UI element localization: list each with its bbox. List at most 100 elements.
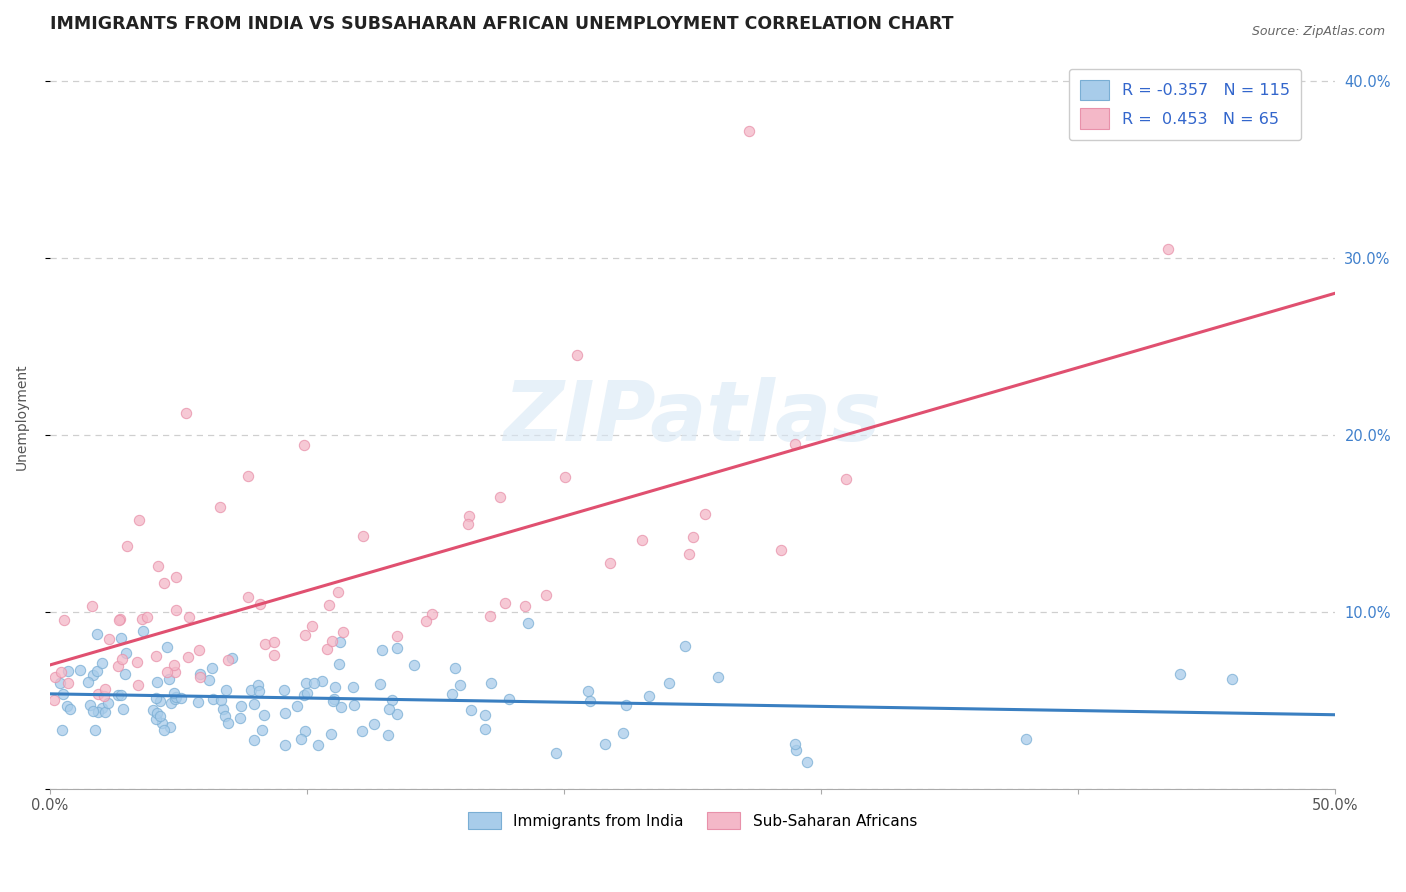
Point: [165, 690, 187, 704]
Point: [197, 673, 219, 687]
Text: ZIPatlas: ZIPatlas: [503, 376, 882, 458]
Point: [142, 703, 165, 717]
Point: [56, 698, 79, 713]
Point: [98, 632, 121, 646]
Point: [263, 648, 285, 662]
Point: [82, 668, 104, 682]
Point: [693, 508, 716, 522]
Point: [59, 702, 82, 716]
Point: [52, 687, 75, 701]
Point: [111, 652, 134, 666]
Point: [94, 682, 117, 697]
Point: [86, 627, 108, 641]
Point: [378, 702, 401, 716]
Point: [249, 597, 271, 611]
Point: [273, 738, 295, 752]
Point: [460, 702, 482, 716]
Point: [127, 678, 149, 692]
Point: [402, 657, 425, 672]
Point: [86, 687, 108, 701]
Point: [110, 631, 132, 645]
Point: [174, 406, 197, 420]
Point: [294, 724, 316, 739]
Point: [474, 722, 496, 736]
Point: [316, 641, 339, 656]
Point: [44, 670, 66, 684]
Point: [350, 724, 373, 739]
Point: [457, 516, 479, 531]
Point: [783, 436, 806, 450]
Point: [253, 637, 276, 651]
Point: [318, 598, 340, 612]
Point: [201, 691, 224, 706]
Point: [322, 694, 344, 708]
Point: [321, 634, 343, 648]
Point: [513, 599, 536, 614]
Point: [326, 584, 349, 599]
Point: [352, 529, 374, 543]
Point: [240, 683, 263, 698]
Point: [243, 732, 266, 747]
Point: [599, 556, 621, 570]
Point: [325, 680, 347, 694]
Point: [328, 657, 350, 671]
Point: [273, 683, 295, 698]
Point: [209, 500, 232, 514]
Point: [263, 635, 285, 649]
Point: [153, 575, 176, 590]
Point: [301, 619, 323, 633]
Point: [242, 698, 264, 712]
Point: [343, 698, 366, 712]
Point: [217, 653, 239, 667]
Point: [252, 723, 274, 737]
Point: [107, 658, 129, 673]
Point: [115, 540, 138, 554]
Point: [441, 688, 464, 702]
Point: [706, 670, 728, 684]
Point: [1170, 666, 1192, 681]
Point: [156, 640, 179, 655]
Point: [163, 665, 186, 680]
Text: IMMIGRANTS FROM INDIA VS SUBSAHARAN AFRICAN UNEMPLOYMENT CORRELATION CHART: IMMIGRANTS FROM INDIA VS SUBSAHARAN AFRI…: [49, 15, 953, 33]
Point: [131, 611, 153, 625]
Point: [363, 716, 385, 731]
Point: [236, 468, 259, 483]
Point: [565, 348, 588, 362]
Point: [188, 670, 211, 684]
Point: [593, 737, 616, 751]
Point: [1156, 242, 1178, 256]
Point: [145, 691, 167, 706]
Point: [319, 727, 342, 741]
Point: [128, 513, 150, 527]
Point: [152, 716, 174, 731]
Point: [246, 678, 269, 692]
Point: [387, 707, 409, 722]
Point: [285, 699, 308, 714]
Point: [673, 639, 696, 653]
Point: [209, 693, 232, 707]
Point: [678, 547, 700, 561]
Point: [97, 697, 120, 711]
Point: [682, 530, 704, 544]
Point: [163, 657, 186, 672]
Point: [153, 723, 176, 738]
Point: [835, 472, 858, 486]
Point: [783, 737, 806, 751]
Point: [332, 625, 354, 640]
Point: [111, 701, 134, 715]
Point: [247, 684, 270, 698]
Point: [51, 723, 73, 737]
Point: [114, 667, 136, 681]
Point: [87, 705, 110, 719]
Point: [215, 683, 238, 698]
Point: [229, 698, 252, 713]
Point: [236, 591, 259, 605]
Point: [165, 603, 187, 617]
Point: [201, 660, 224, 674]
Point: [494, 596, 516, 610]
Point: [214, 709, 236, 723]
Point: [274, 706, 297, 720]
Point: [221, 651, 243, 665]
Point: [125, 655, 148, 669]
Point: [187, 695, 209, 709]
